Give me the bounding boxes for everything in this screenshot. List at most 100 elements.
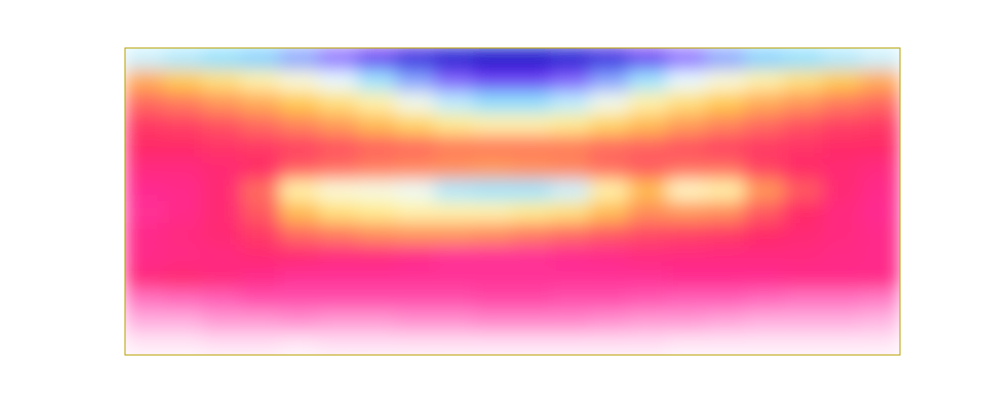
heatmap-cell bbox=[396, 91, 436, 114]
heatmap-cell bbox=[667, 245, 707, 268]
heatmap-cell bbox=[473, 245, 513, 268]
heatmap-cell bbox=[822, 48, 862, 70]
heatmap-cell bbox=[861, 157, 900, 180]
heatmap-cell bbox=[357, 48, 397, 70]
heatmap-cell bbox=[241, 91, 281, 114]
chart bbox=[0, 0, 1000, 400]
heatmap-cell bbox=[822, 333, 862, 355]
heatmap-cell bbox=[512, 267, 552, 290]
heatmap-cell bbox=[473, 289, 513, 312]
heatmap-cell bbox=[590, 135, 630, 158]
heatmap-cell bbox=[745, 267, 785, 290]
heatmap-cell bbox=[512, 91, 552, 114]
heatmap-cell bbox=[822, 179, 862, 202]
heatmap-cell bbox=[745, 223, 785, 246]
heatmap-cell bbox=[202, 135, 242, 158]
heatmap-cell bbox=[280, 333, 320, 355]
heatmap-cell bbox=[435, 289, 475, 312]
heatmap-cell bbox=[125, 69, 164, 92]
heatmap-cell bbox=[628, 179, 668, 202]
heatmap-cell bbox=[318, 179, 358, 202]
heatmap-cell bbox=[783, 267, 823, 290]
heatmap-cell bbox=[163, 311, 203, 334]
heatmap-cell bbox=[357, 289, 397, 312]
heatmap-cell bbox=[745, 201, 785, 224]
heatmap-cell bbox=[822, 311, 862, 334]
heatmap-cell bbox=[241, 333, 281, 355]
heatmap-cell bbox=[396, 333, 436, 355]
heatmap-cell bbox=[357, 113, 397, 136]
heatmap-cell bbox=[706, 223, 746, 246]
heatmap-cell bbox=[357, 179, 397, 202]
heatmap-cells bbox=[125, 48, 900, 355]
heatmap-cell bbox=[861, 201, 900, 224]
heatmap-cell bbox=[241, 223, 281, 246]
heatmap-cell bbox=[318, 245, 358, 268]
heatmap-cell bbox=[163, 179, 203, 202]
heatmap-cell bbox=[318, 48, 358, 70]
heatmap-cell bbox=[241, 311, 281, 334]
heatmap-cell bbox=[125, 223, 164, 246]
heatmap-cell bbox=[512, 333, 552, 355]
heatmap-cell bbox=[202, 245, 242, 268]
heatmap-cell bbox=[512, 311, 552, 334]
heatmap-cell bbox=[861, 267, 900, 290]
heatmap-cell bbox=[357, 201, 397, 224]
heatmap-cell bbox=[241, 48, 281, 70]
heatmap-cell bbox=[551, 267, 591, 290]
heatmap-cell bbox=[280, 157, 320, 180]
heatmap-cell bbox=[241, 245, 281, 268]
heatmap-cell bbox=[667, 311, 707, 334]
heatmap-cell bbox=[590, 157, 630, 180]
heatmap-cell bbox=[125, 91, 164, 114]
heatmap-cell bbox=[241, 267, 281, 290]
heatmap-cell bbox=[473, 179, 513, 202]
heatmap-cell bbox=[473, 48, 513, 70]
heatmap-cell bbox=[125, 267, 164, 290]
heatmap-cell bbox=[822, 201, 862, 224]
heatmap-cell bbox=[396, 201, 436, 224]
heatmap-cell bbox=[280, 201, 320, 224]
heatmap-cell bbox=[318, 113, 358, 136]
heatmap-cell bbox=[396, 179, 436, 202]
heatmap-cell bbox=[706, 267, 746, 290]
heatmap-cell bbox=[435, 245, 475, 268]
heatmap-cell bbox=[396, 48, 436, 70]
heatmap-cell bbox=[202, 48, 242, 70]
heatmap-cell bbox=[667, 333, 707, 355]
heatmap-cell bbox=[706, 245, 746, 268]
heatmap-cell bbox=[202, 223, 242, 246]
heatmap-cell bbox=[318, 289, 358, 312]
heatmap-cell bbox=[163, 157, 203, 180]
heatmap-cell bbox=[861, 333, 900, 355]
heatmap-cell bbox=[435, 157, 475, 180]
heatmap-cell bbox=[590, 201, 630, 224]
heatmap-cell bbox=[318, 69, 358, 92]
heatmap-cell bbox=[435, 69, 475, 92]
heatmap-cell bbox=[551, 179, 591, 202]
heatmap-cell bbox=[861, 311, 900, 334]
heatmap-cell bbox=[628, 289, 668, 312]
heatmap-cell bbox=[280, 245, 320, 268]
heatmap-cell bbox=[280, 289, 320, 312]
heatmap-cell bbox=[783, 157, 823, 180]
heatmap-cell bbox=[396, 135, 436, 158]
heatmap-cell bbox=[512, 48, 552, 70]
heatmap-cell bbox=[822, 245, 862, 268]
heatmap-cell bbox=[861, 289, 900, 312]
heatmap-cell bbox=[861, 69, 900, 92]
heatmap-cell bbox=[280, 69, 320, 92]
plot-area bbox=[125, 48, 900, 355]
heatmap-cell bbox=[822, 69, 862, 92]
heatmap-cell bbox=[473, 333, 513, 355]
heatmap-cell bbox=[512, 245, 552, 268]
heatmap-cell bbox=[551, 135, 591, 158]
heatmap-cell bbox=[783, 179, 823, 202]
heatmap-cell bbox=[473, 311, 513, 334]
heatmap-cell bbox=[628, 91, 668, 114]
heatmap-cell bbox=[512, 113, 552, 136]
heatmap-cell bbox=[706, 201, 746, 224]
heatmap-cell bbox=[163, 245, 203, 268]
heatmap-cell bbox=[512, 135, 552, 158]
heatmap-cell bbox=[783, 245, 823, 268]
